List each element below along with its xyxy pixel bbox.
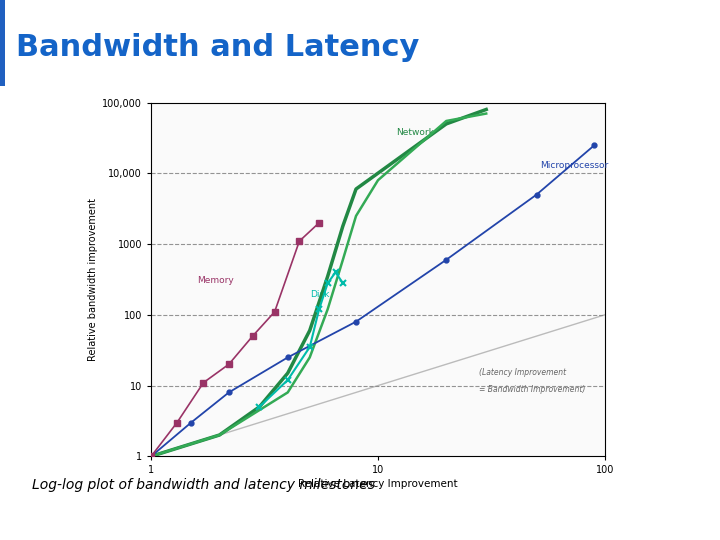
Y-axis label: Relative bandwidth improvement: Relative bandwidth improvement [88,198,98,361]
X-axis label: Relative Latency Improvement: Relative Latency Improvement [298,480,458,489]
Text: Copyright © 2019, Elsevier Inc. All rights reserved.: Copyright © 2019, Elsevier Inc. All righ… [178,512,463,523]
Text: Log-log plot of bandwidth and latency milestones: Log-log plot of bandwidth and latency mi… [32,478,375,491]
Text: MK: MK [26,509,48,526]
Text: Network: Network [396,128,434,137]
Text: Bandwidth and Latency: Bandwidth and Latency [16,33,419,62]
Text: = Bandwidth Improvement): = Bandwidth Improvement) [480,386,586,394]
Text: (Latency Improvement: (Latency Improvement [480,368,567,377]
Text: Memory: Memory [197,276,234,285]
Text: Disk: Disk [310,290,329,299]
Bar [0,0,5,86]
Text: 14: 14 [583,510,603,525]
Text: Trends in Technology: Trends in Technology [672,139,681,271]
Text: Microprocessor: Microprocessor [541,161,608,170]
